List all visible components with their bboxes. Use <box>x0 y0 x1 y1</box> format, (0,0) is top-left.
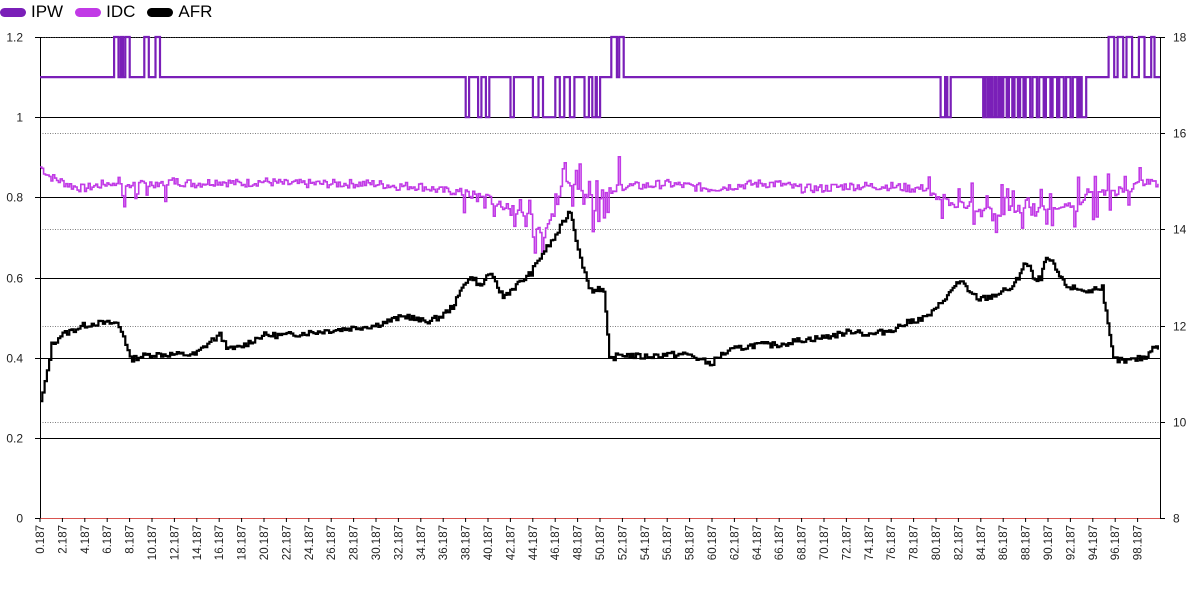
idc-series-line <box>40 156 1159 254</box>
x-tick-label: 74.187 <box>864 525 876 560</box>
x-tick-label: 52.187 <box>617 525 629 560</box>
series-layer <box>40 35 1160 403</box>
x-tick-label: 44.187 <box>528 525 540 560</box>
x-tick-label: 54.187 <box>640 525 652 560</box>
axis-layer <box>35 37 1165 522</box>
right-tick-label: 12 <box>1173 320 1187 334</box>
x-tick-label: 42.187 <box>505 525 517 560</box>
x-tick-label: 38.187 <box>461 525 473 560</box>
legend-swatch-ipw <box>0 7 26 17</box>
x-tick-label: 82.187 <box>953 525 965 560</box>
x-tick-label: 18.187 <box>237 525 249 560</box>
right-tick-label: 10 <box>1173 416 1187 430</box>
x-tick-label: 84.187 <box>976 525 988 560</box>
x-tick-label: 72.187 <box>841 525 853 560</box>
legend-item-afr[interactable]: AFR <box>147 2 212 22</box>
x-tick-label: 58.187 <box>685 525 697 560</box>
x-tick-label: 0.187 <box>35 525 47 554</box>
legend-item-idc[interactable]: IDC <box>75 2 135 22</box>
right-tick-label: 18 <box>1173 31 1187 45</box>
x-tick-label: 70.187 <box>819 525 831 560</box>
x-tick-label: 64.187 <box>752 525 764 560</box>
right-tick-label: 8 <box>1173 512 1180 526</box>
x-tick-label: 68.187 <box>797 525 809 560</box>
x-tick-label: 16.187 <box>214 525 226 560</box>
label-layer: 0 0.2 0.4 0.6 0.8 1 1.2 8 10 12 14 16 18 0.187 2.187 4.… <box>6 31 1186 561</box>
left-tick-label: 0.6 <box>6 272 23 286</box>
x-tick-label: 80.187 <box>931 525 943 560</box>
afr-series-line <box>40 210 1159 403</box>
x-tick-label: 4.187 <box>80 525 92 554</box>
right-tick-label: 16 <box>1173 127 1187 141</box>
x-tick-label: 28.187 <box>349 525 361 560</box>
x-tick-label: 94.187 <box>1088 525 1100 560</box>
legend-label-idc: IDC <box>106 2 136 21</box>
x-tick-label: 92.187 <box>1065 525 1077 560</box>
legend-item-ipw[interactable]: IPW <box>0 2 63 22</box>
left-tick-label: 0.8 <box>6 191 23 205</box>
x-tick-label: 22.187 <box>281 525 293 560</box>
legend: IPW IDC AFR <box>0 0 224 24</box>
x-tick-label: 40.187 <box>483 525 495 560</box>
x-tick-label: 6.187 <box>102 525 114 554</box>
left-tick-label: 0.2 <box>6 432 23 446</box>
x-tick-label: 30.187 <box>371 525 383 560</box>
legend-swatch-afr <box>147 7 174 17</box>
x-tick-label: 50.187 <box>595 525 607 560</box>
x-tick-label: 62.187 <box>729 525 741 560</box>
left-tick-label: 0.4 <box>6 352 23 366</box>
left-tick-label: 1 <box>16 111 23 125</box>
x-tick-label: 56.187 <box>662 525 674 560</box>
legend-label-ipw: IPW <box>31 2 64 21</box>
legend-swatch-idc <box>75 7 102 17</box>
x-tick-label: 20.187 <box>259 525 271 560</box>
x-tick-label: 90.187 <box>1043 525 1055 560</box>
x-tick-label: 2.187 <box>57 525 69 554</box>
x-tick-label: 48.187 <box>573 525 585 560</box>
x-tick-label: 10.187 <box>147 525 159 560</box>
x-tick-label: 26.187 <box>326 525 338 560</box>
x-tick-label: 14.187 <box>192 525 204 560</box>
x-tick-label: 96.187 <box>1110 525 1122 560</box>
x-tick-label: 76.187 <box>886 525 898 560</box>
x-tick-label: 66.187 <box>774 525 786 560</box>
x-tick-label: 86.187 <box>998 525 1010 560</box>
x-tick-label: 34.187 <box>416 525 428 560</box>
legend-label-afr: AFR <box>178 2 213 21</box>
left-tick-label: 0 <box>16 512 23 526</box>
x-tick-label: 8.187 <box>125 525 137 554</box>
x-tick-label: 24.187 <box>304 525 316 560</box>
x-tick-label: 98.187 <box>1133 525 1145 560</box>
x-tick-label: 36.187 <box>438 525 450 560</box>
x-tick-label: 60.187 <box>707 525 719 560</box>
x-tick-label: 32.187 <box>393 525 405 560</box>
ipw-series-line <box>40 35 1160 119</box>
left-tick-label: 1.2 <box>6 31 23 45</box>
right-tick-label: 14 <box>1173 223 1187 237</box>
x-tick-label: 12.187 <box>169 525 181 560</box>
x-tick-label: 88.187 <box>1021 525 1033 560</box>
x-tick-label: 78.187 <box>909 525 921 560</box>
x-tick-label: 46.187 <box>550 525 562 560</box>
